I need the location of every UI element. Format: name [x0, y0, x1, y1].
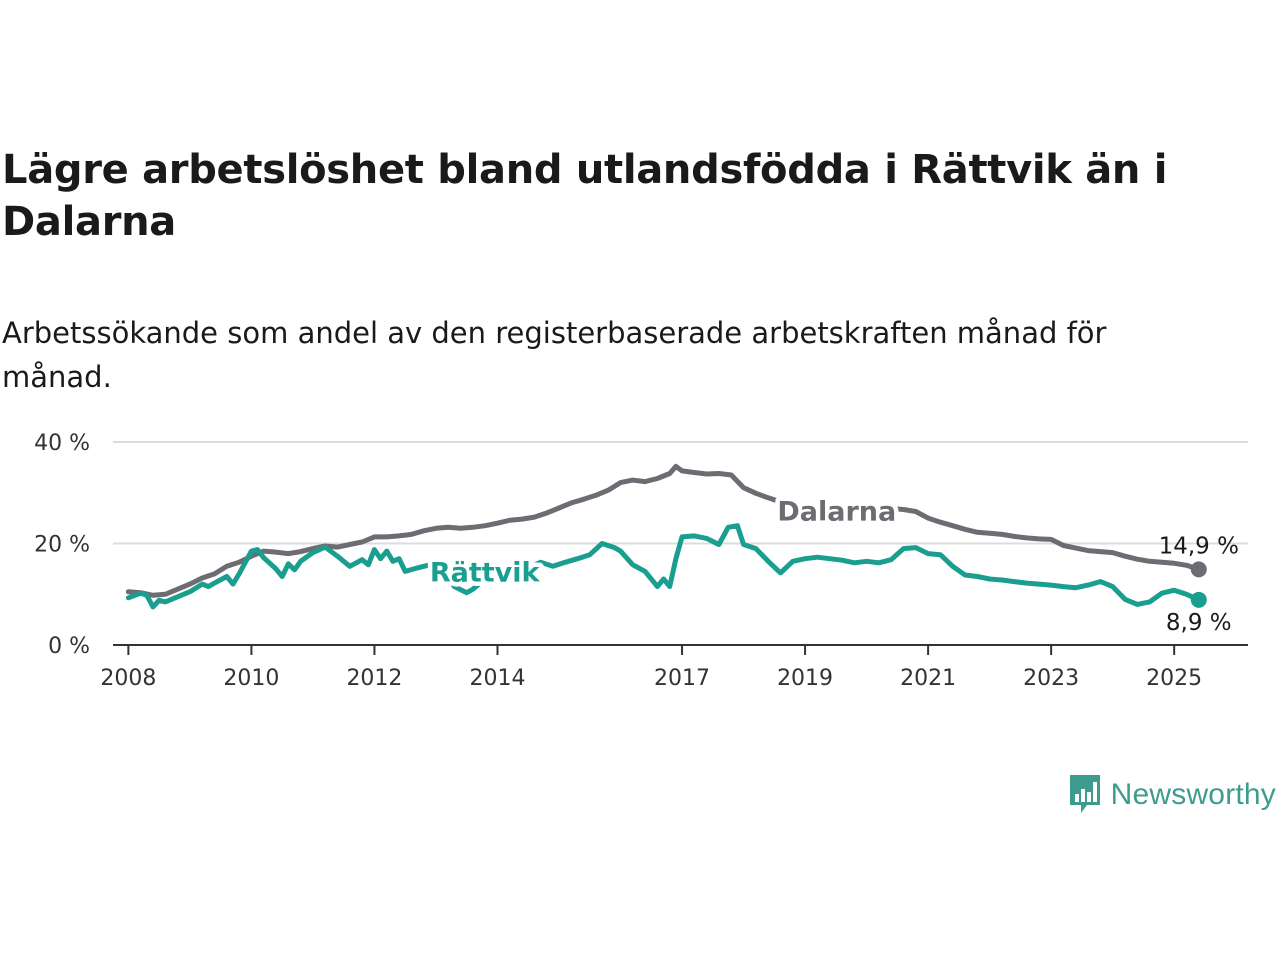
brand-logo: Newsworthy: [1067, 772, 1276, 818]
grid-lines: [113, 441, 1248, 545]
x-tick-label: 2023: [1023, 666, 1079, 691]
series-label-dalarna: Dalarna: [777, 497, 896, 528]
y-tick-label: 0 %: [48, 634, 90, 659]
x-axis: 2008 2010 2012 2014 2017 2019 2021 2023 2025: [100, 644, 1248, 691]
y-tick-label: 20 %: [34, 533, 90, 558]
end-value-label-r-ttvik: 8,9 %: [1166, 610, 1232, 636]
x-tick-label: 2017: [654, 666, 710, 691]
x-tick-label: 2019: [777, 666, 833, 691]
chart-subtitle: Arbetssökande som andel av den registerb…: [2, 316, 1107, 394]
bar-chart-speech-bubble-icon: [1069, 775, 1100, 813]
brand-name: Newsworthy: [1110, 778, 1276, 811]
series-line-r-ttvik: [125, 523, 1202, 610]
x-tick-label: 2008: [100, 666, 156, 691]
series-lines: [125, 463, 1207, 610]
chart-title: Lägre arbetslöshet bland utlandsfödda i …: [2, 147, 1168, 245]
series-line-dalarna: [125, 463, 1202, 598]
series-label-r-ttvik: Rättvik: [430, 558, 541, 589]
x-tick-label: 2012: [346, 666, 402, 691]
y-axis: 0 % 20 % 40 %: [34, 431, 90, 659]
end-point-dalarna: [1190, 561, 1207, 578]
end-value-label-dalarna: 14,9 %: [1159, 533, 1239, 559]
x-tick-label: 2021: [900, 666, 956, 691]
x-tick-label: 2025: [1146, 666, 1202, 691]
x-tick-label: 2014: [469, 666, 525, 691]
end-point-r-ttvik: [1190, 591, 1207, 608]
line-chart: 2008 2010 2012 2014 2017 2019 2021 2023 2025 0 %…: [34, 431, 1248, 691]
y-tick-label: 40 %: [34, 431, 90, 456]
series-labels: 14,9 % 8,9 % Dalarna Rättvik: [425, 492, 1239, 636]
x-tick-label: 2010: [223, 666, 279, 691]
